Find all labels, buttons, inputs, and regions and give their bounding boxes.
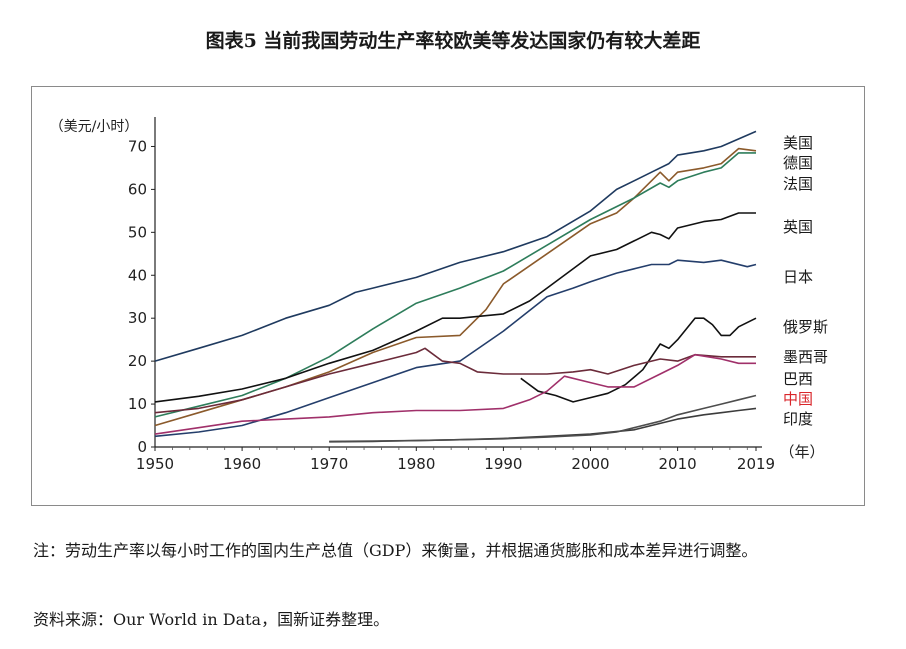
series-line-1	[154, 147, 757, 427]
x-tick-label: 1950	[136, 455, 174, 473]
x-tick-label: 2000	[571, 455, 609, 473]
y-tick-label: 70	[128, 137, 147, 155]
chart-source: 资料来源：Our World in Data，国新证券整理。	[33, 610, 390, 629]
y-tick-label: 30	[128, 309, 147, 327]
x-axis-title: （年）	[779, 443, 824, 461]
chart-note: 注：劳动生产率以每小时工作的国内生产总值（GDP）来衡量，并根据通货膨胀和成本差…	[33, 541, 758, 560]
y-tick-label: 60	[128, 180, 147, 198]
x-tick-label: 1960	[223, 455, 261, 473]
series-line-6	[154, 347, 756, 414]
x-tick-label: 1990	[484, 455, 522, 473]
series-line-0	[154, 130, 757, 362]
series-end-label-2: 法国	[783, 175, 813, 193]
series-end-label-1: 德国	[783, 154, 813, 172]
x-tick-label: 2019	[737, 455, 775, 473]
series-line-9	[329, 394, 757, 443]
series-line-2	[154, 152, 756, 418]
series-end-label-0: 美国	[783, 134, 813, 152]
x-tick-label: 1980	[397, 455, 435, 473]
y-axis-title: （美元/小时）	[50, 119, 139, 135]
series-line-5	[520, 317, 757, 403]
series-end-label-5: 俄罗斯	[783, 318, 828, 336]
chart-container: （美元/小时） 0 10 20 30 40 50 60 70 1950 1960 1970 1980 19…	[31, 86, 865, 506]
series-end-label-6: 墨西哥	[783, 348, 828, 366]
y-tick-label: 0	[137, 438, 147, 456]
series-end-label-4: 日本	[783, 268, 813, 286]
series-end-label-8: 中国	[783, 390, 813, 408]
series-line-3	[154, 212, 756, 403]
x-tick-label: 2010	[659, 455, 697, 473]
figure-title: 图表5 当前我国劳动生产率较欧美等发达国家仍有较大差距	[205, 30, 701, 52]
line-chart: （美元/小时） 0 10 20 30 40 50 60 70 1950 1960 1970 1980 19…	[50, 117, 828, 473]
y-tick-label: 50	[128, 223, 147, 241]
series-end-label-9: 印度	[783, 410, 813, 428]
x-tick-label: 1970	[310, 455, 348, 473]
y-tick-label: 40	[128, 266, 147, 284]
series-line-4	[154, 259, 757, 438]
y-tick-label: 10	[128, 395, 147, 413]
series-end-label-3: 英国	[783, 218, 813, 236]
series-end-label-7: 巴西	[783, 370, 813, 388]
y-tick-label: 20	[128, 352, 147, 370]
series-line-7	[154, 353, 756, 435]
